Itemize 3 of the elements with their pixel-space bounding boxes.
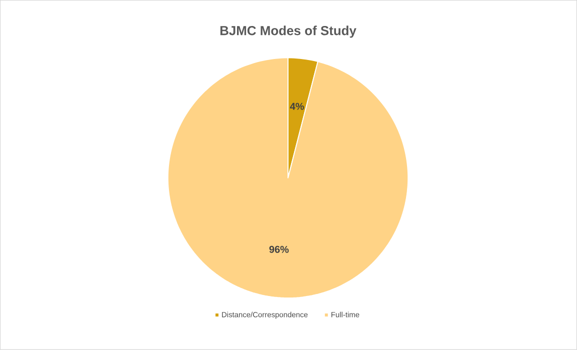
chart-title: BJMC Modes of Study xyxy=(220,26,356,38)
data-label: 4% xyxy=(290,102,304,110)
data-label: 96% xyxy=(269,246,289,254)
